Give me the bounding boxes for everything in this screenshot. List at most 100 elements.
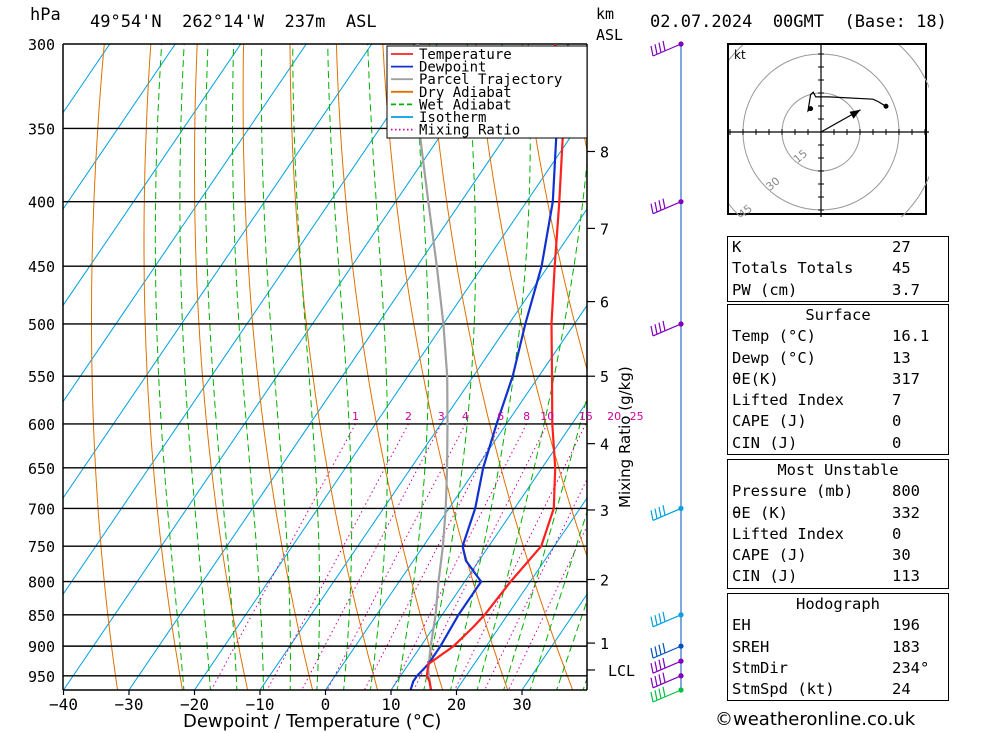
index-row: CAPE (J) 30: [728, 545, 949, 566]
sounding-series: [409, 44, 565, 690]
wind-barb-flag: [662, 611, 666, 622]
legend-label: Wet Adiabat: [419, 97, 512, 113]
index-label: Lifted Index: [732, 391, 844, 410]
x-tick-label: 30: [512, 695, 531, 714]
index-label: K: [732, 238, 742, 256]
wind-barb: [650, 657, 682, 674]
dry-adiabat-line: [521, 44, 587, 372]
pressure-tick-label: 500: [28, 316, 55, 334]
mixing-ratio-label: 15: [579, 410, 593, 423]
wind-barb-staff: [652, 689, 682, 703]
dry-adiabat-line: [289, 44, 379, 690]
pressure-tick-labels: 300 350 400 450 500 550 600 650 700 750 800 850 900 9…: [28, 36, 55, 686]
storm-motion-arrowhead: [849, 109, 861, 119]
index-row: CIN (J) 0: [728, 433, 949, 455]
wind-barb-staff: [652, 43, 682, 57]
legend-box: [386, 45, 588, 139]
index-row: StmSpd (kt) 24: [728, 679, 949, 701]
isotherm-line: [193, 111, 587, 690]
asl-label: ASL: [596, 26, 624, 44]
wet-adiabat-line: [260, 44, 291, 690]
mixing-ratio-label: 4: [462, 410, 469, 423]
isotherm-line: [63, 44, 242, 307]
wind-barb-staff: [652, 323, 682, 337]
mixing-ratio-line: [507, 524, 587, 690]
dry-adiabat-line: [986, 44, 1000, 693]
wind-barb: [650, 320, 682, 337]
mixing-ratio-line: [266, 423, 409, 690]
mixing-ratio-label: 3: [438, 410, 445, 423]
mixing-ratio-line: [301, 423, 442, 690]
wind-barb-flag: [650, 45, 654, 57]
table-section-title: Surface: [728, 305, 949, 327]
mixing-ratio-line: [484, 478, 587, 690]
wind-barb-flag: [658, 613, 662, 624]
mixing-ratio-label: 8: [523, 410, 530, 423]
dry-adiabat-line: [194, 44, 249, 690]
pressure-tick-label: 650: [28, 460, 55, 478]
mixing-ratio-axis-title: Mixing Ratio (g/kg): [616, 366, 634, 508]
index-label: CAPE (J): [732, 546, 807, 565]
wind-barb-flag: [658, 42, 662, 53]
wind-barb-staff: [652, 675, 682, 689]
wind-barb-staff: [652, 507, 682, 521]
mixing-ratio-label: 10: [540, 410, 554, 423]
wet-adiabat-line: [396, 44, 429, 690]
index-value: 0: [892, 524, 902, 543]
km-label: km: [596, 5, 615, 23]
index-row: Dewp (°C) 13: [728, 348, 949, 369]
wind-barb: [650, 686, 682, 703]
hpa-label: hPa: [30, 5, 61, 25]
wind-barb-flag: [658, 200, 662, 211]
index-row: θE (K) 332: [728, 503, 949, 524]
general-indices-table: K 27 Totals Totals 45 PW (cm) 3.7: [727, 236, 949, 302]
legend-label: Temperature: [419, 47, 512, 63]
dry-adiabat-line: [382, 44, 509, 690]
isotherm-line: [63, 44, 373, 499]
wind-profile: [650, 40, 684, 703]
km-tick-label: 8: [600, 143, 609, 161]
index-value: 24: [892, 680, 911, 699]
section-title: Hodograph: [796, 595, 880, 613]
pressure-tick-label: 700: [28, 500, 55, 518]
wind-barb-flag: [662, 320, 666, 331]
isotherm-line: [63, 44, 438, 596]
index-value: 234°: [892, 658, 930, 677]
mixing-ratio-label: 20: [607, 410, 621, 423]
isotherm-lines: [63, 44, 587, 690]
index-value: 0: [892, 433, 902, 452]
wind-barb-flag: [662, 642, 666, 654]
wind-barb-staff: [652, 614, 682, 628]
index-label: PW (cm): [732, 280, 798, 299]
index-value: 27: [892, 238, 911, 256]
index-value: 3.7: [892, 280, 920, 299]
x-tick-label: −40: [49, 695, 78, 714]
wind-barb: [650, 642, 682, 659]
wet-adiabat-line: [529, 510, 587, 690]
wind-barb-flag: [654, 324, 658, 335]
index-row: PW (cm) 3.7: [728, 280, 949, 302]
index-row: SREH 183: [728, 637, 949, 658]
legend-label: Mixing Ratio: [419, 123, 520, 139]
datetime-title: 02.07.2024 00GMT (Base: 18): [650, 12, 947, 32]
wind-barb-flag: [658, 674, 662, 685]
x-axis-title: Dewpoint / Temperature (°C): [183, 711, 441, 732]
isotherm-line: [128, 44, 569, 690]
wet-adiabat-line: [503, 395, 587, 690]
index-label: StmSpd (kt): [732, 680, 835, 699]
isotherm-line: [455, 497, 587, 690]
km-tick-label: 4: [600, 436, 609, 454]
wind-barb-flag: [650, 510, 654, 521]
most-unstable-table: Most Unstable Pressure (mb) 800 θE (K) 332 Li…: [727, 459, 949, 589]
x-tick-label: 0: [321, 695, 331, 714]
index-label: Temp (°C): [732, 327, 816, 346]
temperature-tick-labels: −40 −30 −20 −10 0 10 20 30: [49, 690, 532, 714]
km-tick-label: 5: [600, 368, 609, 386]
x-tick-label: −10: [246, 695, 275, 714]
x-tick-label: 10: [381, 695, 400, 714]
wet-adiabat-lines: [154, 44, 587, 690]
legend-label: Isotherm: [419, 110, 486, 126]
series-line-parcel-trajectory: [416, 44, 449, 690]
pressure-tick-label: 400: [28, 194, 55, 212]
